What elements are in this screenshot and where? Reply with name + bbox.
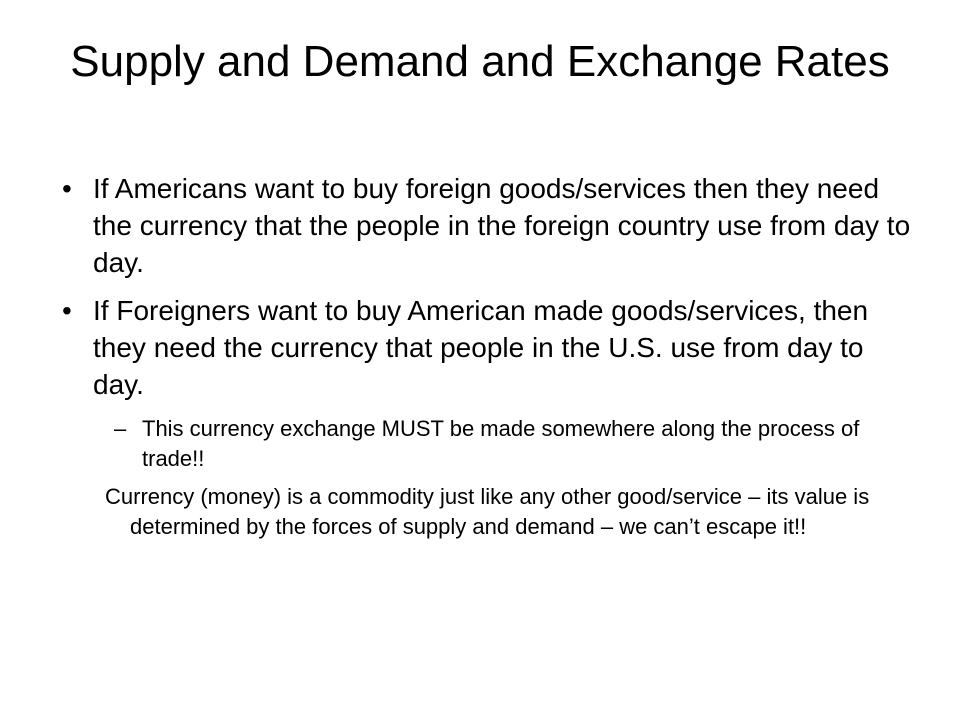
slide-title: Supply and Demand and Exchange Rates xyxy=(70,37,890,86)
slide-content: • If Americans want to buy foreign goods… xyxy=(62,170,912,542)
bullet-text: If Foreigners want to buy American made … xyxy=(93,295,869,400)
bullet-item: • If Foreigners want to buy American mad… xyxy=(62,292,912,403)
bullet-marker: • xyxy=(62,173,72,204)
note-text: Currency (money) is a commodity just lik… xyxy=(105,484,870,539)
bullet-text: If Americans want to buy foreign goods/s… xyxy=(93,173,911,278)
sub-bullet-text: This currency exchange MUST be made some… xyxy=(142,416,860,471)
sub-bullet-marker: – xyxy=(114,416,127,441)
bullet-marker: • xyxy=(62,295,72,326)
bullet-item: • If Americans want to buy foreign goods… xyxy=(62,170,912,281)
sub-bullet-item: – This currency exchange MUST be made so… xyxy=(114,414,912,474)
